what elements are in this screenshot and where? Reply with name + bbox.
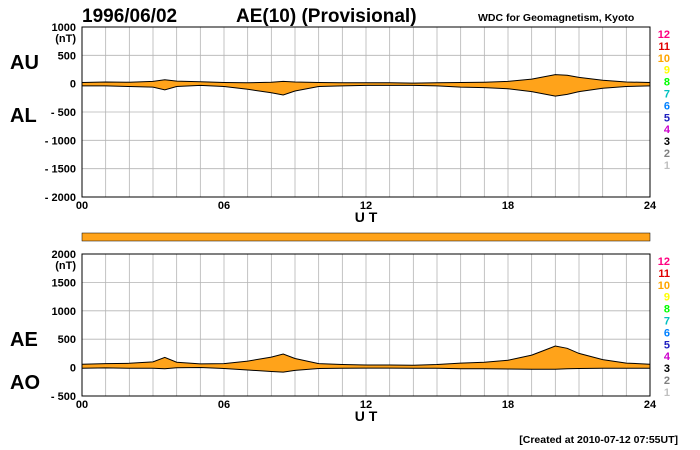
y-tick-label: 0 bbox=[70, 79, 76, 91]
station-count-label: 12 bbox=[658, 29, 670, 41]
station-count-label: 4 bbox=[664, 124, 671, 136]
series-line-au bbox=[81, 74, 651, 84]
plot-frame bbox=[81, 253, 651, 397]
x-axis-label: U T bbox=[355, 209, 378, 225]
x-tick-label: 00 bbox=[76, 200, 88, 212]
station-count-label: 2 bbox=[664, 375, 670, 387]
y-tick-label: 1000 bbox=[52, 306, 76, 318]
plot-frame bbox=[81, 26, 651, 198]
station-count-label: 1 bbox=[664, 160, 670, 172]
index-label-au: AU bbox=[10, 52, 39, 74]
y-tick-label: 500 bbox=[58, 50, 76, 62]
y-tick-label: 1000 bbox=[52, 22, 76, 34]
station-count-label: 10 bbox=[658, 53, 670, 65]
y-unit-label: (nT) bbox=[55, 33, 76, 45]
station-count-label: 12 bbox=[658, 256, 670, 268]
series-line-al bbox=[82, 84, 651, 97]
station-count-label: 11 bbox=[658, 41, 670, 53]
station-count-label: 7 bbox=[664, 316, 670, 328]
y-tick-label: - 500 bbox=[51, 107, 76, 119]
created-timestamp: [Created at 2010-07-12 07:55UT] bbox=[519, 434, 678, 446]
station-count-label: 5 bbox=[664, 339, 670, 351]
header-source: WDC for Geomagnetism, Kyoto bbox=[478, 12, 634, 24]
station-count-label: 10 bbox=[658, 280, 670, 292]
y-tick-label: - 2000 bbox=[45, 192, 76, 204]
y-tick-label: 1500 bbox=[52, 277, 76, 289]
station-count-label: 6 bbox=[664, 327, 670, 339]
area-fill bbox=[82, 346, 650, 373]
x-tick-label: 24 bbox=[644, 399, 657, 411]
series-line-ae bbox=[81, 345, 651, 366]
y-tick-label: 0 bbox=[70, 363, 76, 375]
station-count-label: 9 bbox=[664, 292, 670, 304]
y-unit-label: (nT) bbox=[55, 260, 76, 272]
y-tick-label: 500 bbox=[58, 334, 76, 346]
station-count-label: 6 bbox=[664, 100, 670, 112]
series-line-ao bbox=[81, 366, 650, 373]
header-title: AE(10) (Provisional) bbox=[236, 6, 417, 27]
x-tick-label: 18 bbox=[502, 399, 514, 411]
station-count-label: 3 bbox=[664, 136, 670, 148]
station-count-label: 3 bbox=[664, 363, 670, 375]
index-label-ae: AE bbox=[10, 329, 38, 351]
x-tick-label: 00 bbox=[76, 399, 88, 411]
y-tick-label: - 500 bbox=[51, 391, 76, 403]
station-count-label: 1 bbox=[664, 387, 670, 399]
x-tick-label: 18 bbox=[502, 200, 514, 212]
station-count-label: 2 bbox=[664, 148, 670, 160]
separator-bar bbox=[81, 232, 651, 242]
station-count-label: 8 bbox=[664, 304, 670, 316]
station-count-label: 4 bbox=[664, 351, 671, 363]
y-tick-label: - 1500 bbox=[45, 164, 76, 176]
y-tick-label: 2000 bbox=[52, 249, 76, 261]
x-axis-label: U T bbox=[355, 408, 378, 424]
station-count-label: 8 bbox=[664, 77, 670, 89]
x-tick-label: 12 bbox=[360, 399, 372, 411]
x-tick-label: 06 bbox=[218, 399, 230, 411]
station-count-label: 7 bbox=[664, 89, 670, 101]
x-tick-label: 06 bbox=[218, 200, 230, 212]
station-count-label: 5 bbox=[664, 112, 670, 124]
index-label-al: AL bbox=[10, 105, 37, 127]
station-count-label: 9 bbox=[664, 65, 670, 77]
x-tick-label: 24 bbox=[644, 200, 657, 212]
index-label-ao: AO bbox=[10, 372, 40, 394]
au-al-panel: 1000 500 0 - 500 - 1000 - 1500 - 2000 (nT) 00 06 1… bbox=[10, 22, 671, 225]
x-tick-label: 12 bbox=[360, 200, 372, 212]
station-count-label: 11 bbox=[658, 268, 670, 280]
header-date: 1996/06/02 bbox=[82, 6, 177, 27]
y-tick-label: - 1000 bbox=[45, 135, 76, 147]
